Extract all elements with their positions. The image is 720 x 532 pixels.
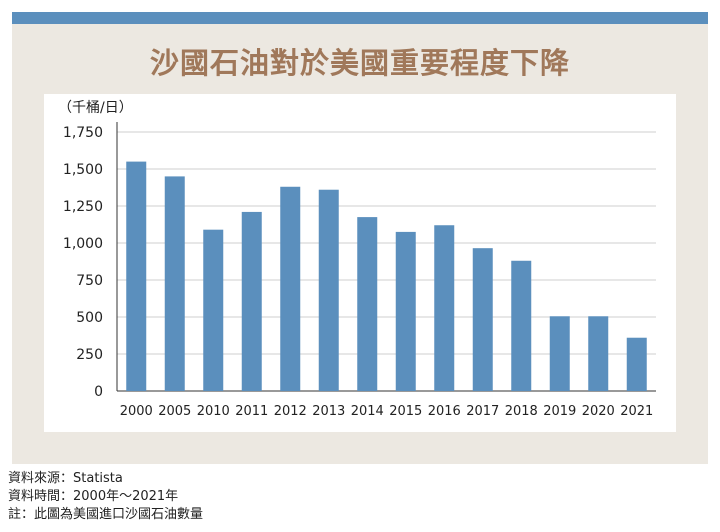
bar xyxy=(126,161,147,391)
y-tick-label: 1,000 xyxy=(63,236,103,252)
bar xyxy=(164,176,185,391)
y-tick-label: 250 xyxy=(76,347,103,363)
bar xyxy=(318,189,339,391)
y-tick-label: 750 xyxy=(76,273,103,289)
y-tick-label: 500 xyxy=(76,310,103,326)
y-axis-label: （千桶/日） xyxy=(58,100,133,116)
note-text: 註：此圖為美國進口沙國石油數量 xyxy=(8,507,204,522)
period-text: 資料時間：2000年～2021年 xyxy=(8,489,179,504)
x-tick-label: 2016 xyxy=(428,404,461,419)
x-tick-label: 2021 xyxy=(620,404,653,419)
x-tick-label: 2011 xyxy=(235,404,268,419)
x-tick-label: 2017 xyxy=(466,404,499,419)
bar xyxy=(549,316,570,391)
bar xyxy=(395,231,416,391)
x-tick-label: 2014 xyxy=(351,404,384,419)
x-tick-label: 2018 xyxy=(505,404,538,419)
bar xyxy=(626,337,647,391)
y-tick-label: 0 xyxy=(94,384,103,400)
x-tick-label: 2000 xyxy=(120,404,153,419)
bar xyxy=(472,248,493,391)
bar xyxy=(280,186,301,391)
bar xyxy=(434,225,455,391)
x-tick-label: 2005 xyxy=(158,404,191,419)
y-tick-label: 1,750 xyxy=(63,125,103,141)
bar xyxy=(588,316,609,391)
x-tick-label: 2012 xyxy=(274,404,307,419)
y-tick-label: 1,250 xyxy=(63,199,103,215)
top-accent-bar xyxy=(12,12,708,24)
source-text: 資料來源：Statista xyxy=(8,471,123,486)
x-tick-label: 2015 xyxy=(389,404,422,419)
bar xyxy=(357,217,378,391)
chart-title: 沙國石油對於美國重要程度下降 xyxy=(149,46,570,80)
y-tick-label: 1,500 xyxy=(63,162,103,178)
x-tick-label: 2020 xyxy=(582,404,615,419)
x-tick-label: 2013 xyxy=(312,404,345,419)
bar xyxy=(203,229,224,391)
bar xyxy=(511,260,532,391)
x-tick-label: 2019 xyxy=(543,404,576,419)
bar xyxy=(241,211,262,391)
footer-notes: 資料來源：Statista 資料時間：2000年～2021年 註：此圖為美國進口… xyxy=(8,470,203,524)
x-tick-label: 2010 xyxy=(197,404,230,419)
